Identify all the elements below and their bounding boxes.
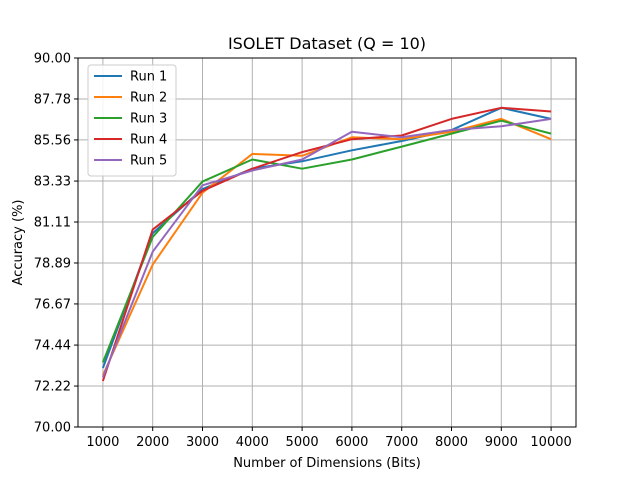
y-tick-label: 78.89: [34, 256, 71, 271]
y-tick-label: 72.22: [34, 380, 71, 395]
y-tick-label: 70.00: [34, 421, 71, 436]
legend-label-run-4: Run 4: [130, 133, 167, 148]
y-tick-label: 85.56: [34, 133, 71, 148]
plot-area-frame: [77, 57, 577, 428]
x-tick-label: 7000: [385, 435, 418, 450]
legend-label-run-3: Run 3: [130, 112, 167, 127]
y-tick-label: 90.00: [34, 52, 71, 67]
series-line-run-5: [101, 117, 552, 378]
y-tick-label: 76.67: [34, 297, 71, 312]
legend-label-run-1: Run 1: [130, 70, 167, 85]
legend-label-run-2: Run 2: [130, 91, 167, 106]
chart-title: ISOLET Dataset (Q = 10): [228, 34, 426, 53]
y-tick-label: 87.78: [34, 92, 71, 107]
x-tick-label: 1000: [86, 435, 119, 450]
ticks-layer: 1000 2000 3000 4000 5000 6000 7000 8000 9000 1000…: [34, 52, 572, 451]
x-tick-label: 4000: [236, 435, 269, 450]
legend-box: [87, 64, 177, 177]
x-tick-label: 3000: [186, 435, 219, 450]
x-tick-label: 8000: [435, 435, 468, 450]
legend-label-run-5: Run 5: [130, 154, 167, 169]
x-tick-label: 5000: [286, 435, 319, 450]
legend: Run 1 Run 2 Run 3 Run 4 Run 5: [87, 64, 177, 177]
x-tick-label: 2000: [136, 435, 169, 450]
y-tick-label: 83.33: [34, 175, 71, 190]
series-layer: [101, 106, 552, 382]
x-tick-label: 10000: [530, 435, 571, 450]
y-tick-label: 81.11: [34, 216, 71, 231]
x-axis-title: Number of Dimensions (Bits): [233, 456, 421, 471]
y-axis-title: Accuracy (%): [11, 200, 26, 286]
y-tick-label: 74.44: [34, 339, 71, 354]
x-tick-label: 6000: [335, 435, 368, 450]
x-tick-label: 9000: [485, 435, 518, 450]
